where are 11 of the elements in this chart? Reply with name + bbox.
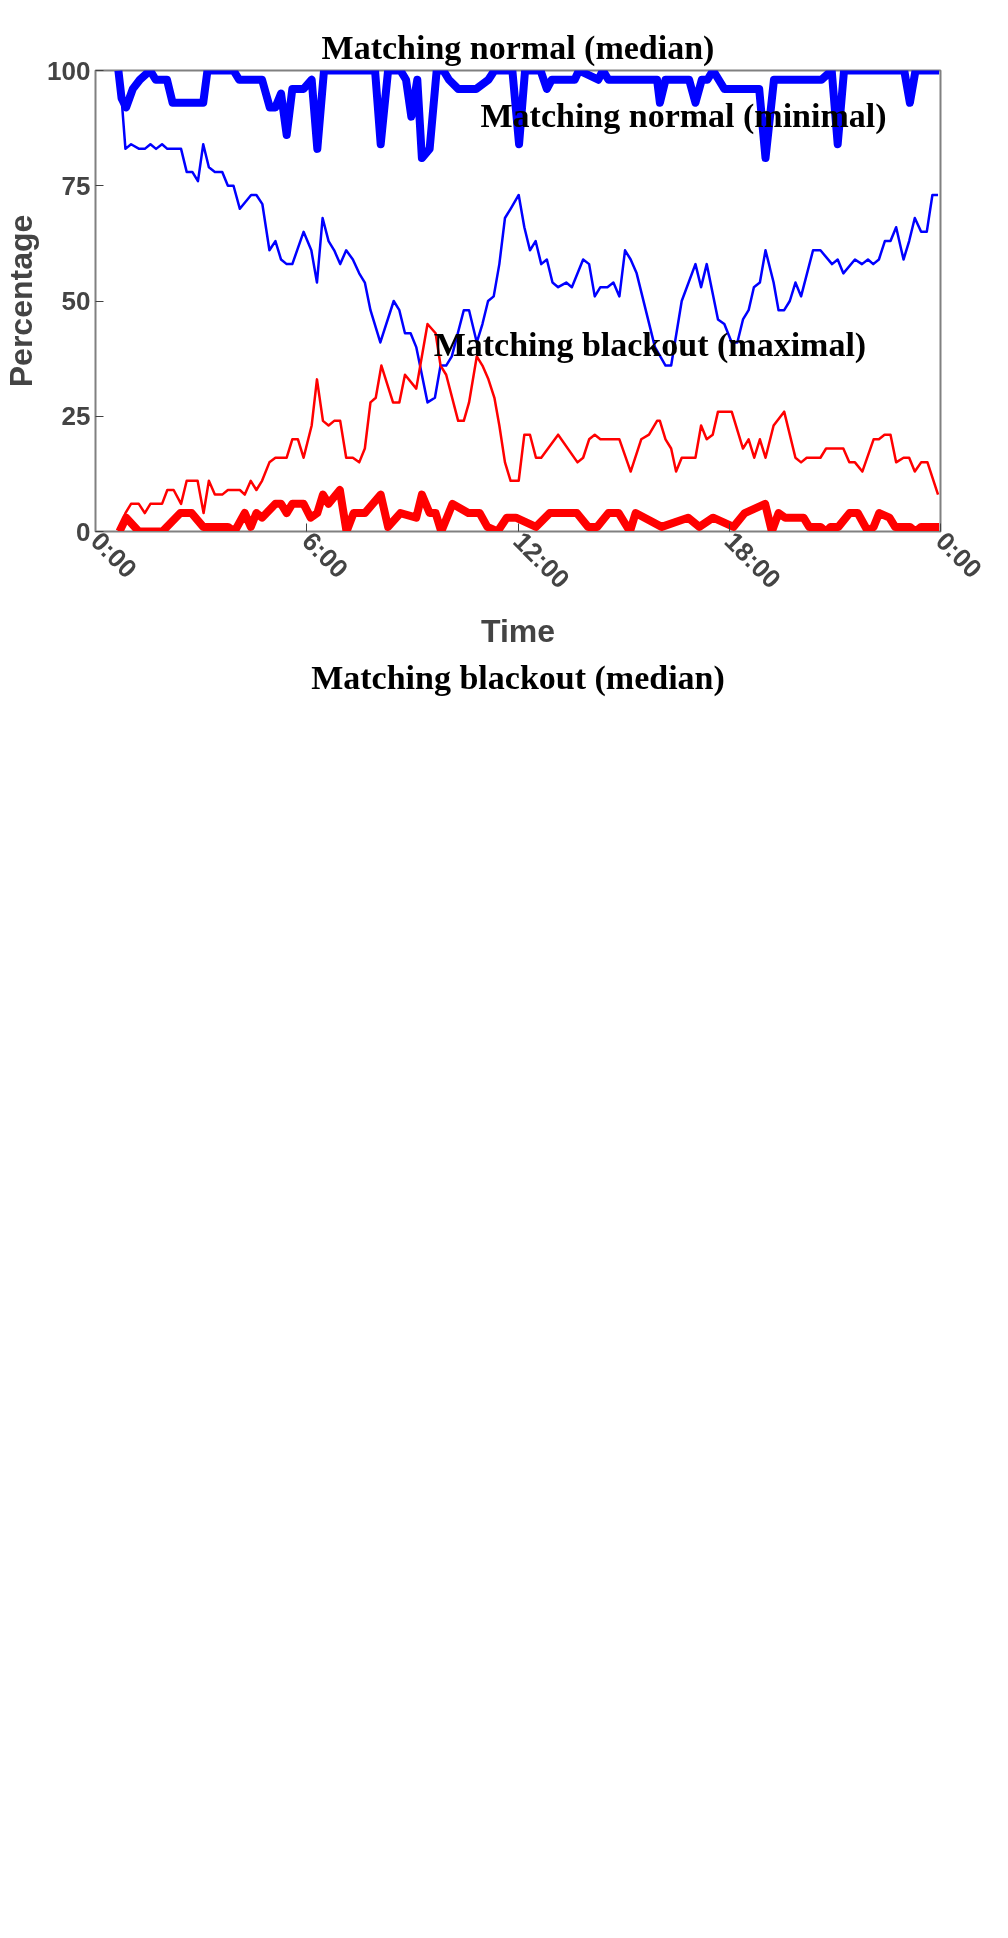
y-tick-label: 0 xyxy=(76,516,91,547)
y-axis-title: Percentage xyxy=(3,214,40,388)
y-tick-label: 50 xyxy=(61,286,91,316)
x-axis-title: Time xyxy=(480,612,556,649)
text: Matching normal (median) xyxy=(321,28,715,67)
text: Matching blackout (median) xyxy=(311,658,725,697)
y-tick-label: 25 xyxy=(61,401,91,432)
x-tick-label: 0:00 xyxy=(929,525,988,584)
y-tick-label: 75 xyxy=(61,170,91,201)
x-tick-label: 6:00 xyxy=(296,525,355,584)
y-tick-label: 100 xyxy=(47,55,91,86)
